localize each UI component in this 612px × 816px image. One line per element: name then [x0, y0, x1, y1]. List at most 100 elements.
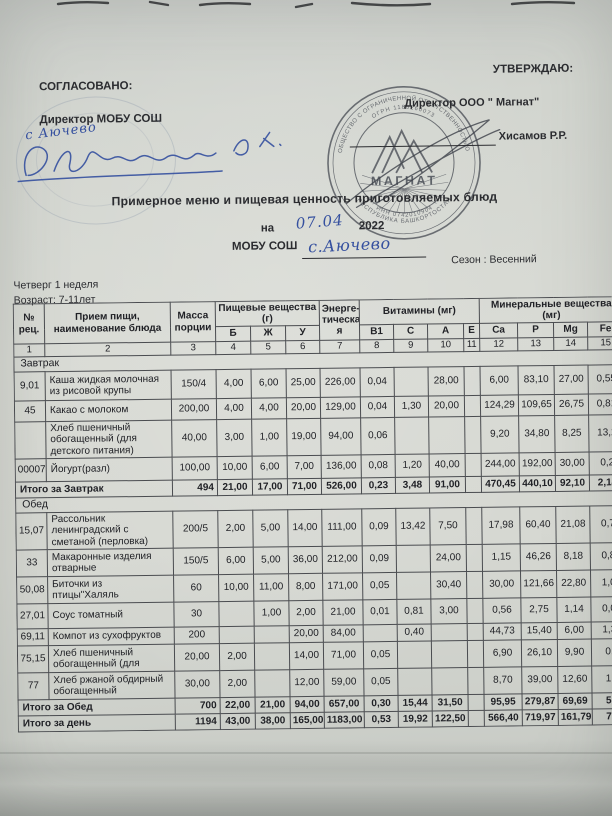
cell: 91,00 [429, 476, 466, 494]
cell: 84,00 [323, 624, 364, 643]
cell [466, 598, 484, 624]
cell [465, 507, 483, 545]
col-header-fe: Fe [587, 321, 612, 338]
cell: 719,97 [522, 709, 559, 726]
cell: 30,00 [174, 670, 221, 699]
cell [396, 571, 431, 600]
col-num: 1 [13, 343, 45, 358]
cell: 30 [173, 601, 220, 628]
cell: Какао с молоком [45, 399, 172, 422]
cell: 5,00 [252, 509, 289, 548]
cell: 470,45 [481, 475, 520, 493]
cell: 4,00 [251, 397, 287, 420]
cell [397, 667, 433, 696]
cell: 0, [591, 638, 612, 667]
season-text: Сезон : Весенний [451, 253, 537, 267]
cell: 19,00 [286, 418, 322, 456]
cell: 15,40 [521, 622, 558, 640]
approved-name: Хисамов Р.Р. [498, 129, 568, 143]
cell: 122,50 [432, 710, 469, 727]
cell [466, 571, 483, 599]
cell: 1194 [175, 713, 221, 731]
cell: 50,08 [16, 576, 48, 605]
cell: Рассольник ленинградский с сметаной (пер… [46, 511, 174, 550]
cell: 12,00 [289, 669, 325, 697]
agreed-signature-block: с Аючево [17, 120, 282, 183]
cell: Биточки из птицы"Халяль [47, 575, 174, 604]
cell [468, 694, 485, 711]
cell [394, 417, 430, 455]
cell [466, 544, 483, 572]
cell: 40,00 [171, 419, 218, 458]
cell: 150/4 [171, 369, 217, 400]
cell: 161,79 [558, 709, 593, 726]
cell: 1,00 [251, 418, 288, 457]
cell: 21,00 [322, 599, 364, 626]
cell: 19,92 [398, 710, 433, 728]
cell [465, 476, 482, 493]
cell: 26,75 [554, 394, 589, 416]
cell: 1,0 [590, 569, 612, 598]
cell: 6,00 [251, 368, 287, 399]
cell [431, 640, 468, 668]
cell: 2,75 [520, 597, 558, 623]
group-header-vitamins: Витамины (мг) [359, 298, 480, 325]
cell: 0,81 [396, 598, 432, 625]
cell: 6,00 [252, 455, 288, 480]
col-header-zh: Ж [250, 325, 286, 342]
col-num: 12 [479, 337, 518, 352]
cell: 83,10 [518, 365, 555, 395]
cell: 94,00 [290, 696, 325, 713]
col-header-ca: Ca [479, 322, 518, 339]
col-num: 3 [170, 341, 216, 356]
cell: 1,30 [394, 396, 429, 418]
paper-edge-line [0, 752, 612, 754]
cell: 59,00 [323, 668, 365, 697]
cell: Соус томатный [47, 602, 175, 629]
col-num: 5 [250, 340, 286, 355]
cell: 17,98 [481, 506, 521, 545]
cell: 1, [591, 665, 612, 694]
cell: 2,00 [219, 643, 255, 671]
col-header-a: A [427, 323, 464, 340]
cell: 4,00 [216, 369, 252, 399]
cell: 45 [14, 400, 46, 423]
cell [431, 623, 468, 641]
cell [431, 667, 469, 695]
cell: 1183,00 [324, 711, 365, 729]
cell: Каша жидкая молочная из рисовой крупы [45, 370, 172, 401]
cell: 657,00 [324, 695, 365, 713]
cell: 8,25 [554, 415, 590, 453]
cell: 109,65 [518, 394, 555, 416]
cell: 150/5 [173, 547, 219, 576]
cell: 7, [592, 708, 612, 726]
cell: 71,00 [287, 478, 322, 495]
agreed-handwriting-text: с Аючево [24, 120, 97, 143]
cell: 8,00 [288, 573, 323, 601]
cell: 0,8 [590, 542, 612, 571]
cell [254, 642, 290, 671]
cell: 7,00 [287, 455, 322, 479]
cell: 1,00 [253, 600, 290, 627]
col-num: 7 [319, 339, 360, 354]
cell: 21,08 [555, 506, 591, 544]
cell: 0,04 [360, 396, 395, 418]
col-header-p: P [517, 322, 554, 338]
cell: 494 [172, 479, 218, 497]
cell: 92,10 [555, 475, 590, 492]
agreed-label: СОГЛАСОВАНО: [38, 80, 133, 94]
cell: 2,00 [217, 510, 254, 548]
approved-signature-block [345, 119, 501, 209]
cell: 22,80 [556, 570, 591, 598]
cell: Компот из сухофруктов [48, 627, 175, 646]
weekday-text: Четверг 1 неделя [13, 278, 99, 292]
cell: 4,00 [216, 398, 252, 420]
cell: 2,14 [589, 474, 612, 492]
cell: 94,00 [320, 417, 362, 456]
cell: 22,00 [220, 697, 256, 714]
cell: 21,00 [255, 696, 291, 714]
cell: 1,3 [591, 621, 612, 640]
cell: 60,40 [519, 506, 557, 544]
cell: 124,29 [480, 394, 519, 417]
